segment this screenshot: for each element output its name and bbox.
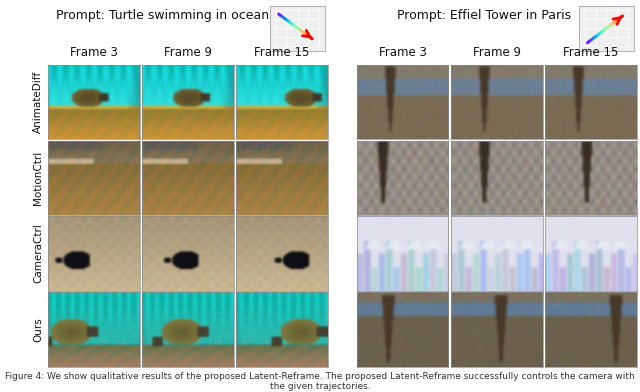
- Text: Prompt: Effiel Tower in Paris: Prompt: Effiel Tower in Paris: [397, 9, 571, 22]
- Text: Frame 3: Frame 3: [379, 46, 426, 59]
- Text: CameraCtrl: CameraCtrl: [33, 223, 43, 283]
- Text: Frame 15: Frame 15: [563, 46, 619, 59]
- Text: Frame 3: Frame 3: [70, 46, 118, 59]
- Text: AnimateDiff: AnimateDiff: [33, 71, 43, 133]
- Text: Frame 9: Frame 9: [473, 46, 521, 59]
- Text: Prompt: Turtle swimming in ocean: Prompt: Turtle swimming in ocean: [56, 9, 269, 22]
- Text: Frame 15: Frame 15: [255, 46, 310, 59]
- Text: Frame 9: Frame 9: [164, 46, 212, 59]
- Text: Figure 4: We show qualitative results of the proposed Latent-Reframe. The propos: Figure 4: We show qualitative results of…: [5, 372, 635, 391]
- Text: MotionCtrl: MotionCtrl: [33, 151, 43, 205]
- Text: Ours: Ours: [33, 317, 43, 342]
